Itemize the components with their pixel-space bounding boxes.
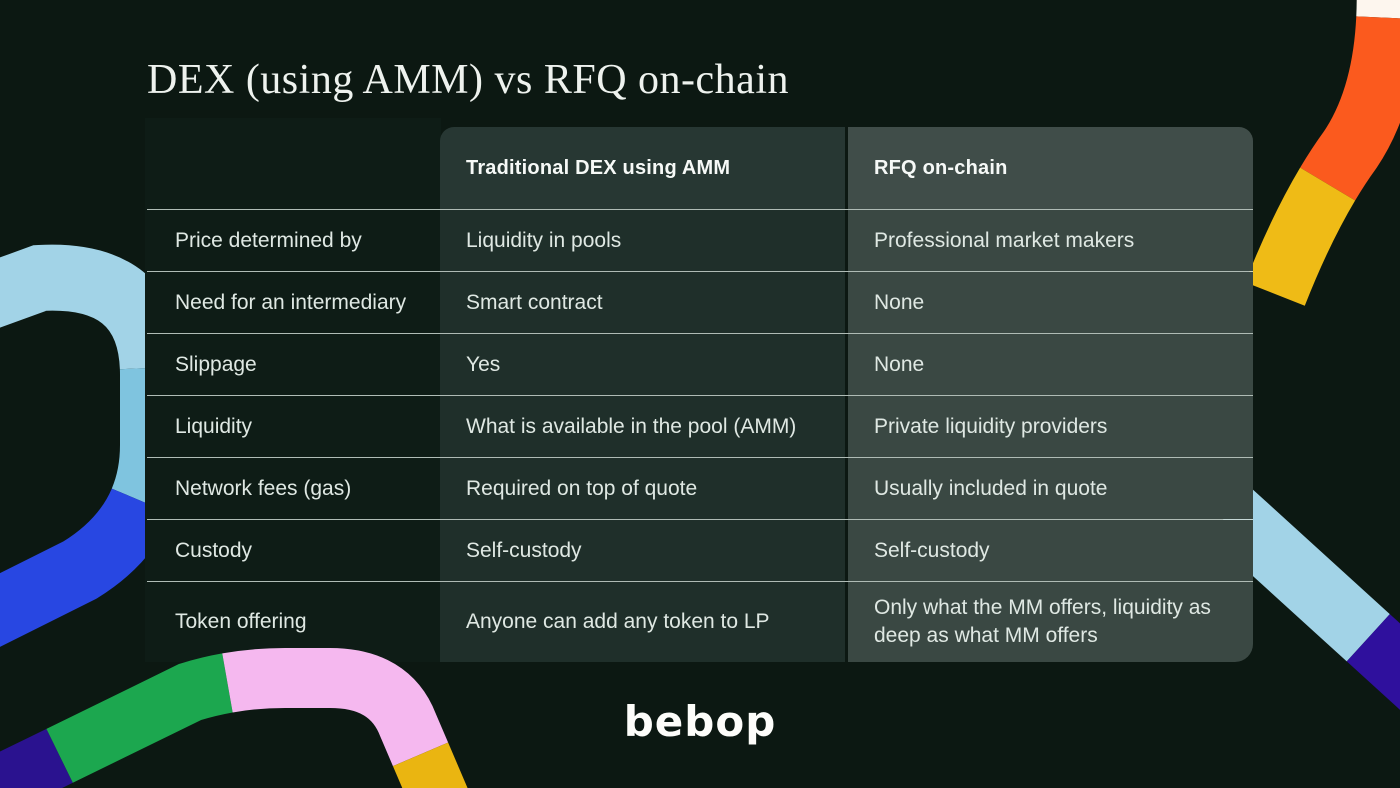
row-rfq-cell: Usually included in quote [845,458,1253,519]
row-dex-cell: Self-custody [440,520,845,581]
table-header-row: Traditional DEX using AMM RFQ on-chain [147,127,1253,209]
row-label-cell: Token offering [175,610,307,633]
bottom-right-ribbon [1208,488,1400,710]
row-rfq-cell: Private liquidity providers [845,396,1253,457]
arch-green-segment [0,648,468,788]
left-loop-blue-segment [0,244,186,647]
bebop-logo: bebop [623,697,777,746]
table-row: Slippage Yes None [147,333,1253,395]
row-label-cell: Network fees (gas) [175,476,352,500]
row-rfq-cell: Self-custody [845,520,1253,581]
row-rfq-cell: Professional market makers [845,210,1253,271]
row-label-cell: Liquidity [175,414,253,438]
row-label-cell: Slippage [175,352,257,376]
table-row: Custody Self-custody Self-custody [147,519,1253,581]
left-loop-ribbon [0,244,186,647]
table-row: Liquidity What is available in the pool … [147,395,1253,457]
header-rfq-column: RFQ on-chain [845,127,1253,209]
label-column-panel [145,118,441,662]
topright-yellow-segment [1245,0,1400,306]
row-dex-cell: Required on top of quote [440,458,845,519]
left-loop-skylight-segment [0,244,186,647]
table-row: Need for an intermediary Smart contract … [147,271,1253,333]
arch-pink-segment [0,648,468,788]
bottom-left-arch-ribbon [0,648,468,788]
row-rfq-cell: Only what the MM offers, liquidity as de… [845,582,1253,662]
page-title: DEX (using AMM) vs RFQ on-chain [147,57,789,103]
row-dex-cell: Yes [440,334,845,395]
row-rfq-cell: None [845,334,1253,395]
row-dex-cell: Smart contract [440,272,845,333]
header-dex-column: Traditional DEX using AMM [440,127,845,209]
comparison-table: Traditional DEX using AMM RFQ on-chain P… [147,127,1253,662]
row-label-cell: Need for an intermediary [175,290,407,314]
table-row: Token offering Anyone can add any token … [147,581,1253,662]
row-dex-cell: Liquidity in pools [440,210,845,271]
row-rfq-cell: None [845,272,1253,333]
row-dex-cell: What is available in the pool (AMM) [440,396,845,457]
row-label-cell: Custody [175,538,253,562]
top-right-ribbon [1245,0,1400,306]
bottomright-sky-segment [1208,488,1400,710]
table-row: Price determined by Liquidity in pools P… [147,209,1253,271]
row-dex-cell: Anyone can add any token to LP [440,582,845,662]
table-row: Network fees (gas) Required on top of qu… [147,457,1253,519]
row-label-cell: Price determined by [175,228,362,252]
header-empty-cell [147,127,440,209]
topright-orange-segment [1245,0,1400,306]
